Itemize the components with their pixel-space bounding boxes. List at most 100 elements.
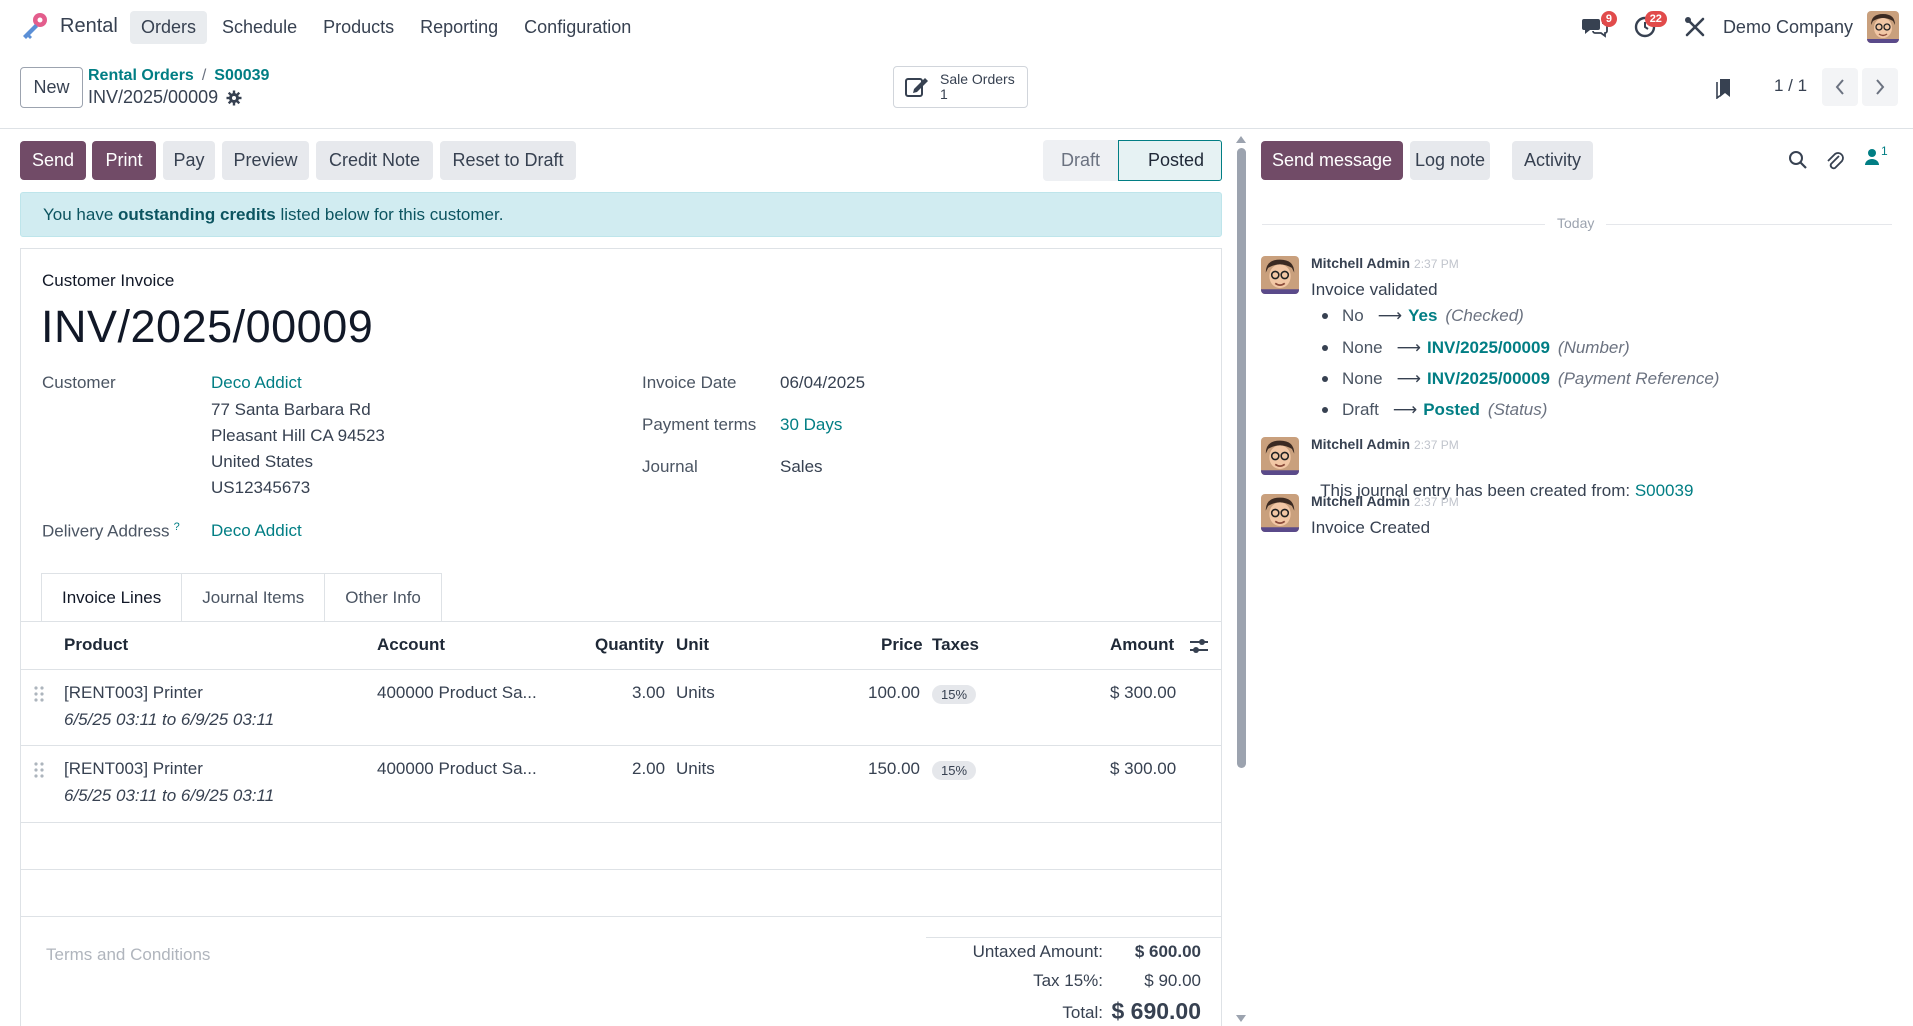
customer-field[interactable]: Deco Addict: [211, 373, 302, 392]
line-quantity[interactable]: 2.00: [632, 759, 666, 778]
message-author[interactable]: Mitchell Admin 2:37 PM: [1311, 436, 1459, 452]
line-tax-badge[interactable]: 15%: [932, 685, 977, 704]
pay-button[interactable]: Pay: [163, 141, 215, 180]
menu-schedule[interactable]: Schedule: [222, 17, 298, 37]
invoice-date-field[interactable]: 06/04/2025: [780, 373, 866, 392]
payment-terms-field[interactable]: 30 Days: [780, 415, 843, 434]
print-button[interactable]: Print: [92, 141, 156, 180]
menu-reporting[interactable]: Reporting: [420, 17, 499, 37]
column-product[interactable]: Product: [64, 635, 129, 654]
column-amount[interactable]: Amount: [1110, 635, 1175, 654]
tab-other-info[interactable]: Other Info: [324, 573, 442, 622]
column-taxes[interactable]: Taxes: [932, 635, 979, 654]
author-avatar[interactable]: [1261, 437, 1299, 475]
line-quantity[interactable]: 3.00: [632, 683, 666, 702]
message-author[interactable]: Mitchell Admin 2:37 PM: [1311, 255, 1459, 271]
status-draft[interactable]: Draft: [1043, 140, 1118, 181]
pager-next-button[interactable]: [1862, 68, 1898, 106]
status-posted[interactable]: Posted: [1118, 140, 1222, 181]
untaxed-amount-label: Untaxed Amount:: [972, 942, 1103, 961]
row-divider: [21, 745, 1221, 746]
notebook-tabs: Invoice Lines Journal Items Other Info: [41, 573, 442, 622]
line-product[interactable]: [RENT003] Printer: [64, 683, 203, 702]
send-button[interactable]: Send: [20, 141, 86, 180]
tracking-new-value: INV/2025/00009: [1427, 369, 1550, 388]
author-avatar[interactable]: [1261, 494, 1299, 532]
activity-menu[interactable]: 22: [1625, 8, 1667, 46]
column-quantity[interactable]: Quantity: [595, 635, 664, 654]
send-message-button[interactable]: Send message: [1261, 141, 1403, 180]
form-scrollbar[interactable]: [1237, 148, 1246, 768]
terms-and-conditions-field[interactable]: Terms and Conditions: [46, 945, 211, 964]
new-button[interactable]: New: [20, 67, 83, 108]
activity-button[interactable]: Activity: [1512, 141, 1593, 180]
preview-button[interactable]: Preview: [222, 141, 309, 180]
switch-company-menu[interactable]: [1675, 8, 1715, 46]
delivery-address-field[interactable]: Deco Addict: [211, 521, 302, 540]
breadcrumb-sale-order[interactable]: S00039: [214, 67, 270, 84]
tracking-row: None ⟶ INV/2025/00009 (Number): [1322, 338, 1630, 358]
arrow-right-icon: ⟶: [1396, 338, 1422, 357]
line-unit[interactable]: Units: [676, 683, 715, 702]
line-price[interactable]: 100.00: [868, 683, 920, 702]
author-avatar-image: [1261, 494, 1299, 532]
app-brand[interactable]: Rental: [18, 10, 118, 42]
drag-handle-icon[interactable]: [34, 685, 44, 703]
gear-icon[interactable]: [226, 90, 242, 106]
invoice-form-sheet: Customer Invoice INV/2025/00009 Customer…: [20, 248, 1222, 1026]
tax-value: $ 90.00: [1144, 971, 1201, 990]
bullet: [1322, 407, 1328, 413]
followers-button[interactable]: 1: [1864, 144, 1888, 166]
column-unit[interactable]: Unit: [676, 635, 710, 654]
column-settings-icon[interactable]: [1189, 637, 1209, 655]
tools-icon: [1684, 17, 1705, 37]
record-name: INV/2025/00009: [88, 87, 219, 107]
scroll-up-arrow-icon[interactable]: [1235, 134, 1247, 144]
user-icon: [1865, 149, 1879, 165]
company-name[interactable]: Demo Company: [1722, 16, 1853, 37]
author-name[interactable]: Mitchell Admin: [1311, 255, 1411, 271]
author-name[interactable]: Mitchell Admin: [1311, 493, 1411, 509]
source-order-link[interactable]: S00039: [1634, 481, 1694, 500]
alert-text-bold[interactable]: outstanding credits: [118, 204, 276, 224]
breadcrumb-rental-orders[interactable]: Rental Orders: [88, 67, 194, 84]
messaging-menu[interactable]: 9: [1575, 8, 1617, 46]
journal-field[interactable]: Sales: [780, 457, 823, 476]
pager-value[interactable]: 1 / 1: [1774, 76, 1808, 95]
line-unit[interactable]: Units: [676, 759, 715, 778]
arrow-right-icon: ⟶: [1396, 369, 1422, 388]
pager-previous-button[interactable]: [1822, 68, 1858, 106]
line-account[interactable]: 400000 Product Sa...: [377, 683, 537, 702]
line-product[interactable]: [RENT003] Printer: [64, 759, 203, 778]
tracking-field-name: (Checked): [1445, 306, 1524, 325]
help-tooltip-icon[interactable]: ?: [173, 521, 180, 533]
credit-note-button[interactable]: Credit Note: [316, 141, 433, 180]
header-row-divider: [21, 669, 1221, 670]
tab-journal-items[interactable]: Journal Items: [181, 573, 326, 622]
user-avatar[interactable]: [1867, 11, 1899, 43]
breadcrumb: Rental Orders / S00039: [88, 67, 269, 85]
reset-to-draft-button[interactable]: Reset to Draft: [440, 141, 576, 180]
menu-orders[interactable]: Orders: [130, 11, 208, 44]
search-icon[interactable]: [1788, 150, 1808, 170]
bookmark-icon[interactable]: [1716, 77, 1734, 99]
sale-orders-smart-button[interactable]: Sale Orders 1: [893, 66, 1028, 108]
menu-configuration[interactable]: Configuration: [524, 17, 632, 37]
line-account[interactable]: 400000 Product Sa...: [377, 759, 537, 778]
tracking-field-name: (Number): [1557, 338, 1630, 357]
column-price[interactable]: Price: [881, 635, 923, 654]
column-account[interactable]: Account: [377, 635, 445, 654]
tab-invoice-lines[interactable]: Invoice Lines: [41, 573, 183, 622]
message-body: This journal entry has been created from…: [1311, 461, 1693, 501]
menu-products[interactable]: Products: [323, 17, 395, 37]
paperclip-icon[interactable]: [1825, 150, 1845, 172]
line-tax-badge[interactable]: 15%: [932, 761, 977, 780]
drag-handle-icon[interactable]: [34, 761, 44, 779]
message-author[interactable]: Mitchell Admin 2:37 PM: [1311, 493, 1459, 509]
author-name[interactable]: Mitchell Admin: [1311, 436, 1411, 452]
author-avatar[interactable]: [1261, 256, 1299, 294]
line-price[interactable]: 150.00: [868, 759, 920, 778]
tracking-old-value: Draft: [1342, 400, 1379, 419]
scroll-down-arrow-icon[interactable]: [1235, 1014, 1247, 1024]
log-note-button[interactable]: Log note: [1410, 141, 1490, 180]
